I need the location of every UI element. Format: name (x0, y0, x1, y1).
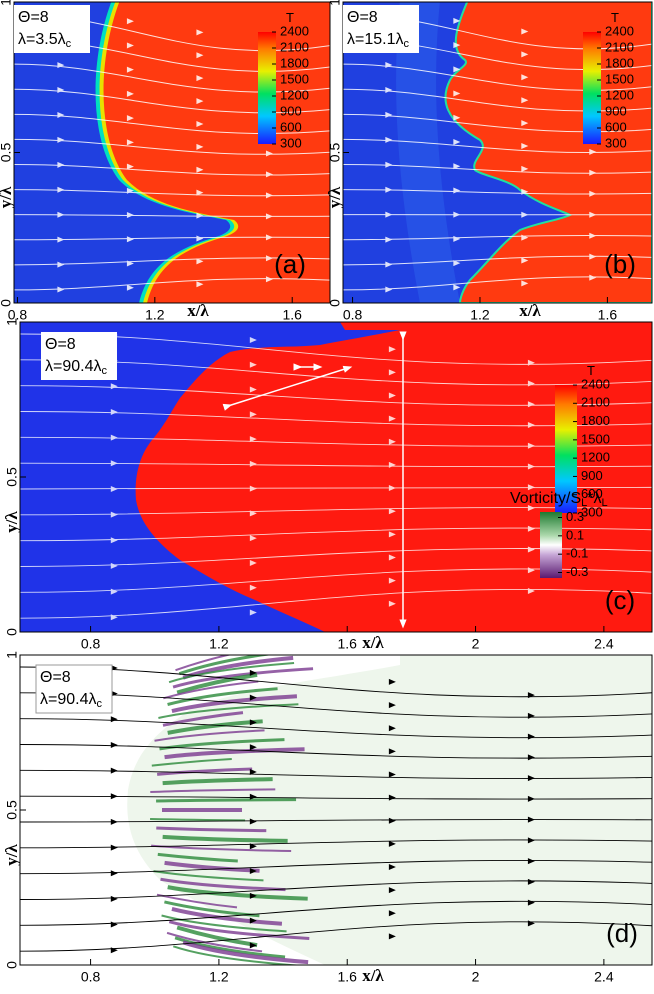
panel-label: (c) (605, 585, 635, 615)
colorbar-tick-label: 1800 (581, 413, 610, 428)
colorbar-tick-label: 2400 (280, 23, 309, 38)
colorbar-title-part: L (602, 497, 608, 509)
lambda-part: c (101, 365, 107, 377)
x-axis-label: x/λ (362, 633, 384, 652)
panel-label: (b) (604, 249, 636, 279)
colorbar-tick-label: 2100 (280, 39, 309, 54)
x-tick-label: 1.6 (337, 636, 357, 652)
y-axis-label: y/λ (2, 511, 21, 533)
colorbar-tick-label: 0.3 (566, 509, 584, 524)
y-axis-label: y/λ (2, 844, 21, 866)
colorbar-tick-label: 2100 (581, 395, 610, 410)
colorbar-tick-label: 1800 (605, 55, 634, 70)
y-tick-label: 0 (327, 299, 343, 307)
vorticity-stripe (156, 800, 296, 801)
y-tick-label: 1 (4, 318, 20, 326)
lambda-label: λ=3.5λc (18, 31, 72, 50)
x-tick-label: 2 (472, 636, 480, 652)
colorbar-tick-label: -0.1 (566, 546, 588, 561)
colorbar-tick-label: 1200 (605, 87, 634, 102)
colorbar-tick-label: 900 (280, 103, 302, 118)
x-tick-label: 2.4 (594, 969, 614, 985)
x-tick-label: 0.8 (343, 307, 363, 323)
y-tick-label: 0.5 (327, 143, 343, 163)
colorbar-title-part: *λ (587, 490, 601, 507)
x-axis-label: x/λ (362, 966, 384, 985)
x-tick-label: 2 (472, 969, 480, 985)
y-tick-label: 0 (4, 628, 20, 636)
colorbar-title: T (587, 363, 595, 378)
y-tick-label: 1 (4, 651, 20, 659)
y-tick-label: 1 (327, 0, 343, 6)
colorbar-title-part: T (611, 10, 619, 25)
x-tick-label: 1.6 (282, 307, 302, 323)
colorbar-tick-label: 0.1 (566, 527, 584, 542)
colorbar (540, 512, 562, 578)
colorbar-tick-label: 300 (280, 135, 302, 150)
colorbar-tick-label: 900 (581, 468, 603, 483)
colorbar-tick-label: 600 (280, 119, 302, 134)
lambda-part: c (66, 38, 72, 50)
colorbar-title-part: Vorticity/S (510, 490, 581, 507)
colorbar-title-part: T (286, 10, 294, 25)
panel-label: (a) (274, 249, 306, 279)
colorbar-tick-label: 1500 (581, 431, 610, 446)
colorbar-tick-label: 600 (605, 119, 627, 134)
colorbar-title: T (611, 10, 619, 25)
y-tick-label: 1 (0, 0, 14, 6)
theta-label: Θ=8 (40, 669, 71, 686)
lambda-part: λ=90.4λ (40, 691, 96, 708)
theta-label: Θ=8 (347, 9, 378, 26)
lambda-label: λ=90.4λc (45, 358, 107, 377)
colorbar-tick-label: 300 (605, 135, 627, 150)
figure: 0.81.21.600.51x/λy/λΘ=8λ=3.5λc(a)2400210… (0, 0, 654, 994)
y-tick-label: 0 (0, 299, 14, 307)
colorbar-tick-label: 2400 (605, 23, 634, 38)
x-tick-label: 1.6 (598, 307, 618, 323)
colorbar-tick-label: 1200 (581, 450, 610, 465)
lambda-label: λ=15.1λc (347, 31, 409, 50)
colorbar-tick-label: 900 (605, 103, 627, 118)
x-tick-label: 2.4 (594, 636, 614, 652)
x-tick-label: 0.8 (81, 636, 101, 652)
colorbar-title-part: T (587, 363, 595, 378)
colorbar-tick-label: 2400 (581, 376, 610, 391)
colorbar-tick-label: 1500 (280, 71, 309, 86)
x-tick-label: 1.2 (209, 636, 229, 652)
colorbar-title: Vorticity/SL*λL (510, 490, 608, 509)
lambda-part: c (403, 38, 409, 50)
colorbar (258, 32, 276, 144)
field-d (20, 649, 652, 967)
colorbar-title: T (286, 10, 294, 25)
colorbar-tick-label: 1200 (280, 87, 309, 102)
lambda-label: λ=90.4λc (40, 691, 102, 710)
y-axis-label: y/λ (0, 186, 15, 208)
panel-label: (d) (606, 918, 638, 948)
lambda-part: λ=15.1λ (347, 31, 403, 48)
colorbar (583, 32, 601, 144)
y-tick-label: 0.5 (4, 800, 20, 820)
y-axis-label: y/λ (325, 186, 344, 208)
colorbar-tick-label: 1500 (605, 71, 634, 86)
x-tick-label: 1.2 (145, 307, 165, 323)
y-tick-label: 0.5 (4, 467, 20, 487)
colorbar-tick-label: -0.3 (566, 564, 588, 579)
x-tick-label: 0.8 (81, 969, 101, 985)
theta-label: Θ=8 (45, 336, 76, 353)
x-tick-label: 1.6 (337, 969, 357, 985)
x-axis-label: x/λ (519, 301, 541, 320)
theta-label: Θ=8 (18, 9, 49, 26)
lambda-part: λ=3.5λ (18, 31, 66, 48)
x-tick-label: 1.2 (470, 307, 490, 323)
colorbar-tick-label: 1800 (280, 55, 309, 70)
y-tick-label: 0 (4, 961, 20, 969)
x-axis-label: x/λ (187, 301, 209, 320)
lambda-part: λ=90.4λ (45, 358, 101, 375)
x-tick-label: 1.2 (209, 969, 229, 985)
lambda-part: c (96, 698, 102, 710)
y-tick-label: 0.5 (0, 143, 14, 163)
colorbar-tick-label: 2100 (605, 39, 634, 54)
